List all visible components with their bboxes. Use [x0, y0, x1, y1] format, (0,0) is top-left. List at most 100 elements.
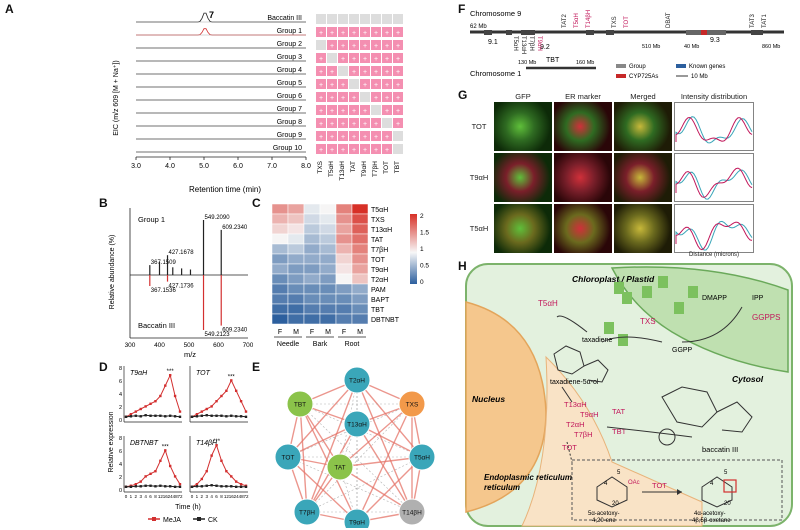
panel-a-ylabel: EIC (m/z 609 [M + Na⁺]) — [113, 60, 120, 135]
panel-b-top-label: Group 1 — [138, 215, 165, 224]
b-xtick-1: 400 — [154, 342, 165, 349]
a-xtick-label-1: 4.0 — [165, 163, 175, 170]
d-point-3-1-3 — [205, 484, 208, 487]
grid-plus-3-5: + — [374, 56, 378, 63]
d-star-0: *** — [167, 369, 175, 375]
d-point-1-0-9 — [234, 389, 238, 392]
d-point-3-1-6 — [220, 485, 223, 488]
t5ah-label: T5αH — [538, 299, 558, 308]
heat-cell-4-5 — [351, 243, 369, 255]
d-point-0-0-9 — [168, 374, 172, 377]
grid-cell-2-4 — [360, 40, 370, 50]
d-point-1-1-6 — [220, 414, 223, 417]
heat-cell-5-4 — [335, 253, 353, 265]
d-ytick-2-2: 4 — [119, 462, 122, 468]
tot-label-h: TOT — [562, 443, 577, 452]
group-9-1: 9.1 — [488, 39, 498, 46]
sub-n20: 20 — [612, 501, 619, 507]
dmapp-label: DMAPP — [702, 295, 727, 302]
grid-plus-6-0: + — [319, 95, 323, 102]
d-point-2-1-9 — [168, 485, 172, 488]
d-point-0-1-1 — [129, 415, 133, 418]
d-point-0-1-4 — [144, 414, 147, 417]
heatmap-colorbar — [410, 214, 417, 284]
e-node-5 — [408, 443, 436, 471]
product-name-1: 4α-acetoxy- — [694, 511, 725, 517]
grid-cell-0-2 — [338, 14, 348, 24]
g-row-label-1: T9αH — [469, 173, 489, 182]
taxadiene-label: taxadiene — [582, 337, 612, 344]
f-top-2: T14βH — [586, 10, 592, 28]
d-xtick-2-4: 4 — [144, 494, 147, 499]
grid-cell-10-2 — [338, 144, 348, 154]
grid-cell-2-7 — [393, 40, 403, 50]
d-point-3-1-4 — [210, 484, 213, 487]
e-edge-0-8 — [356, 379, 413, 513]
d-point-3-1-8 — [230, 485, 233, 488]
grid-cell-7-1 — [327, 105, 337, 115]
a-gene-0: TXS — [317, 160, 324, 173]
panel-d-xlabel: Time (h) — [175, 504, 201, 511]
grid-plus-3-6: + — [385, 56, 389, 63]
d-point-0-1-8 — [164, 415, 167, 418]
d-xtick-3-0: 0 — [191, 494, 194, 499]
d-xtick-2-3: 3 — [139, 494, 142, 499]
g-intensity-line-0-0 — [675, 116, 753, 144]
heat-cell-3-2 — [303, 233, 321, 245]
d-point-1-0-11 — [244, 410, 248, 413]
d-ytick-2-0: 8 — [119, 436, 122, 442]
heat-cell-11-2 — [303, 313, 321, 325]
grid-cell-8-7 — [393, 118, 403, 128]
heat-cell-5-5 — [351, 253, 369, 265]
heat-cell-1-0 — [271, 213, 289, 225]
d-xtick-3-6: 8 — [220, 494, 223, 499]
heat-gene-5: TOT — [371, 257, 386, 264]
d-xtick-3-8: 16 — [229, 494, 235, 499]
d-xtick-2-7: 12 — [158, 494, 164, 499]
b-top-peak-label-2: 549.2090 — [205, 215, 231, 221]
heat-cell-1-2 — [303, 213, 321, 225]
heat-cell-9-0 — [271, 293, 289, 305]
row-label-5: Group 5 — [277, 80, 302, 87]
d-point-2-0-10 — [173, 475, 177, 478]
mb160-label: 160 Mb — [576, 60, 594, 66]
d-point-1-1-7 — [225, 415, 228, 418]
t2ah-label: T2αH — [566, 420, 585, 429]
d-point-1-0-1 — [195, 413, 199, 416]
heat-col-2: F — [310, 329, 314, 336]
d-ytick-2-3: 2 — [119, 475, 122, 481]
d-point-2-1-5 — [149, 484, 152, 487]
panel-h-pathway: Chloroplast / Plastid Cytosol Nucleus En… — [465, 263, 793, 527]
heat-cell-10-3 — [319, 303, 337, 315]
d-xtick-3-11: 72 — [243, 494, 249, 499]
heat-gene-11: DBTNBT — [371, 317, 400, 324]
d-xtick-2-10: 48 — [173, 494, 179, 499]
e-node-label-9: T9αH — [349, 520, 365, 527]
d-point-2-0-7 — [159, 459, 162, 462]
b-top-peak-label-0: 367.1509 — [151, 260, 177, 266]
g-col-header-0: GFP — [515, 92, 531, 101]
grid-cell-10-4 — [360, 144, 370, 154]
heat-cell-11-0 — [271, 313, 289, 325]
grid-plus-7-3: + — [352, 108, 356, 115]
d-point-3-1-2 — [200, 485, 204, 488]
g-col-header-1: ER marker — [565, 92, 601, 101]
grid-cell-6-3 — [349, 92, 359, 102]
heat-cell-11-1 — [287, 313, 305, 325]
heat-col-3: M — [325, 329, 331, 336]
e-node-label-3: T13αH — [347, 422, 367, 429]
grid-cell-5-2 — [338, 79, 348, 89]
grid-cell-6-2 — [338, 92, 348, 102]
d-point-3-1-5 — [215, 484, 218, 487]
d-point-3-1-9 — [234, 485, 238, 488]
legend-scale: 10 Mb — [691, 74, 708, 80]
d-point-1-0-5 — [215, 400, 218, 403]
heat-cell-8-0 — [271, 283, 289, 295]
heat-cell-1-1 — [287, 213, 305, 225]
grid-plus-1-3: + — [352, 30, 356, 37]
d-line-0-1 — [125, 414, 181, 418]
grid-plus-10-1: + — [330, 147, 334, 154]
t9ah-label: T9αH — [580, 410, 599, 419]
d-point-0-0-6 — [154, 400, 157, 403]
g-image-1-1 — [554, 153, 612, 202]
